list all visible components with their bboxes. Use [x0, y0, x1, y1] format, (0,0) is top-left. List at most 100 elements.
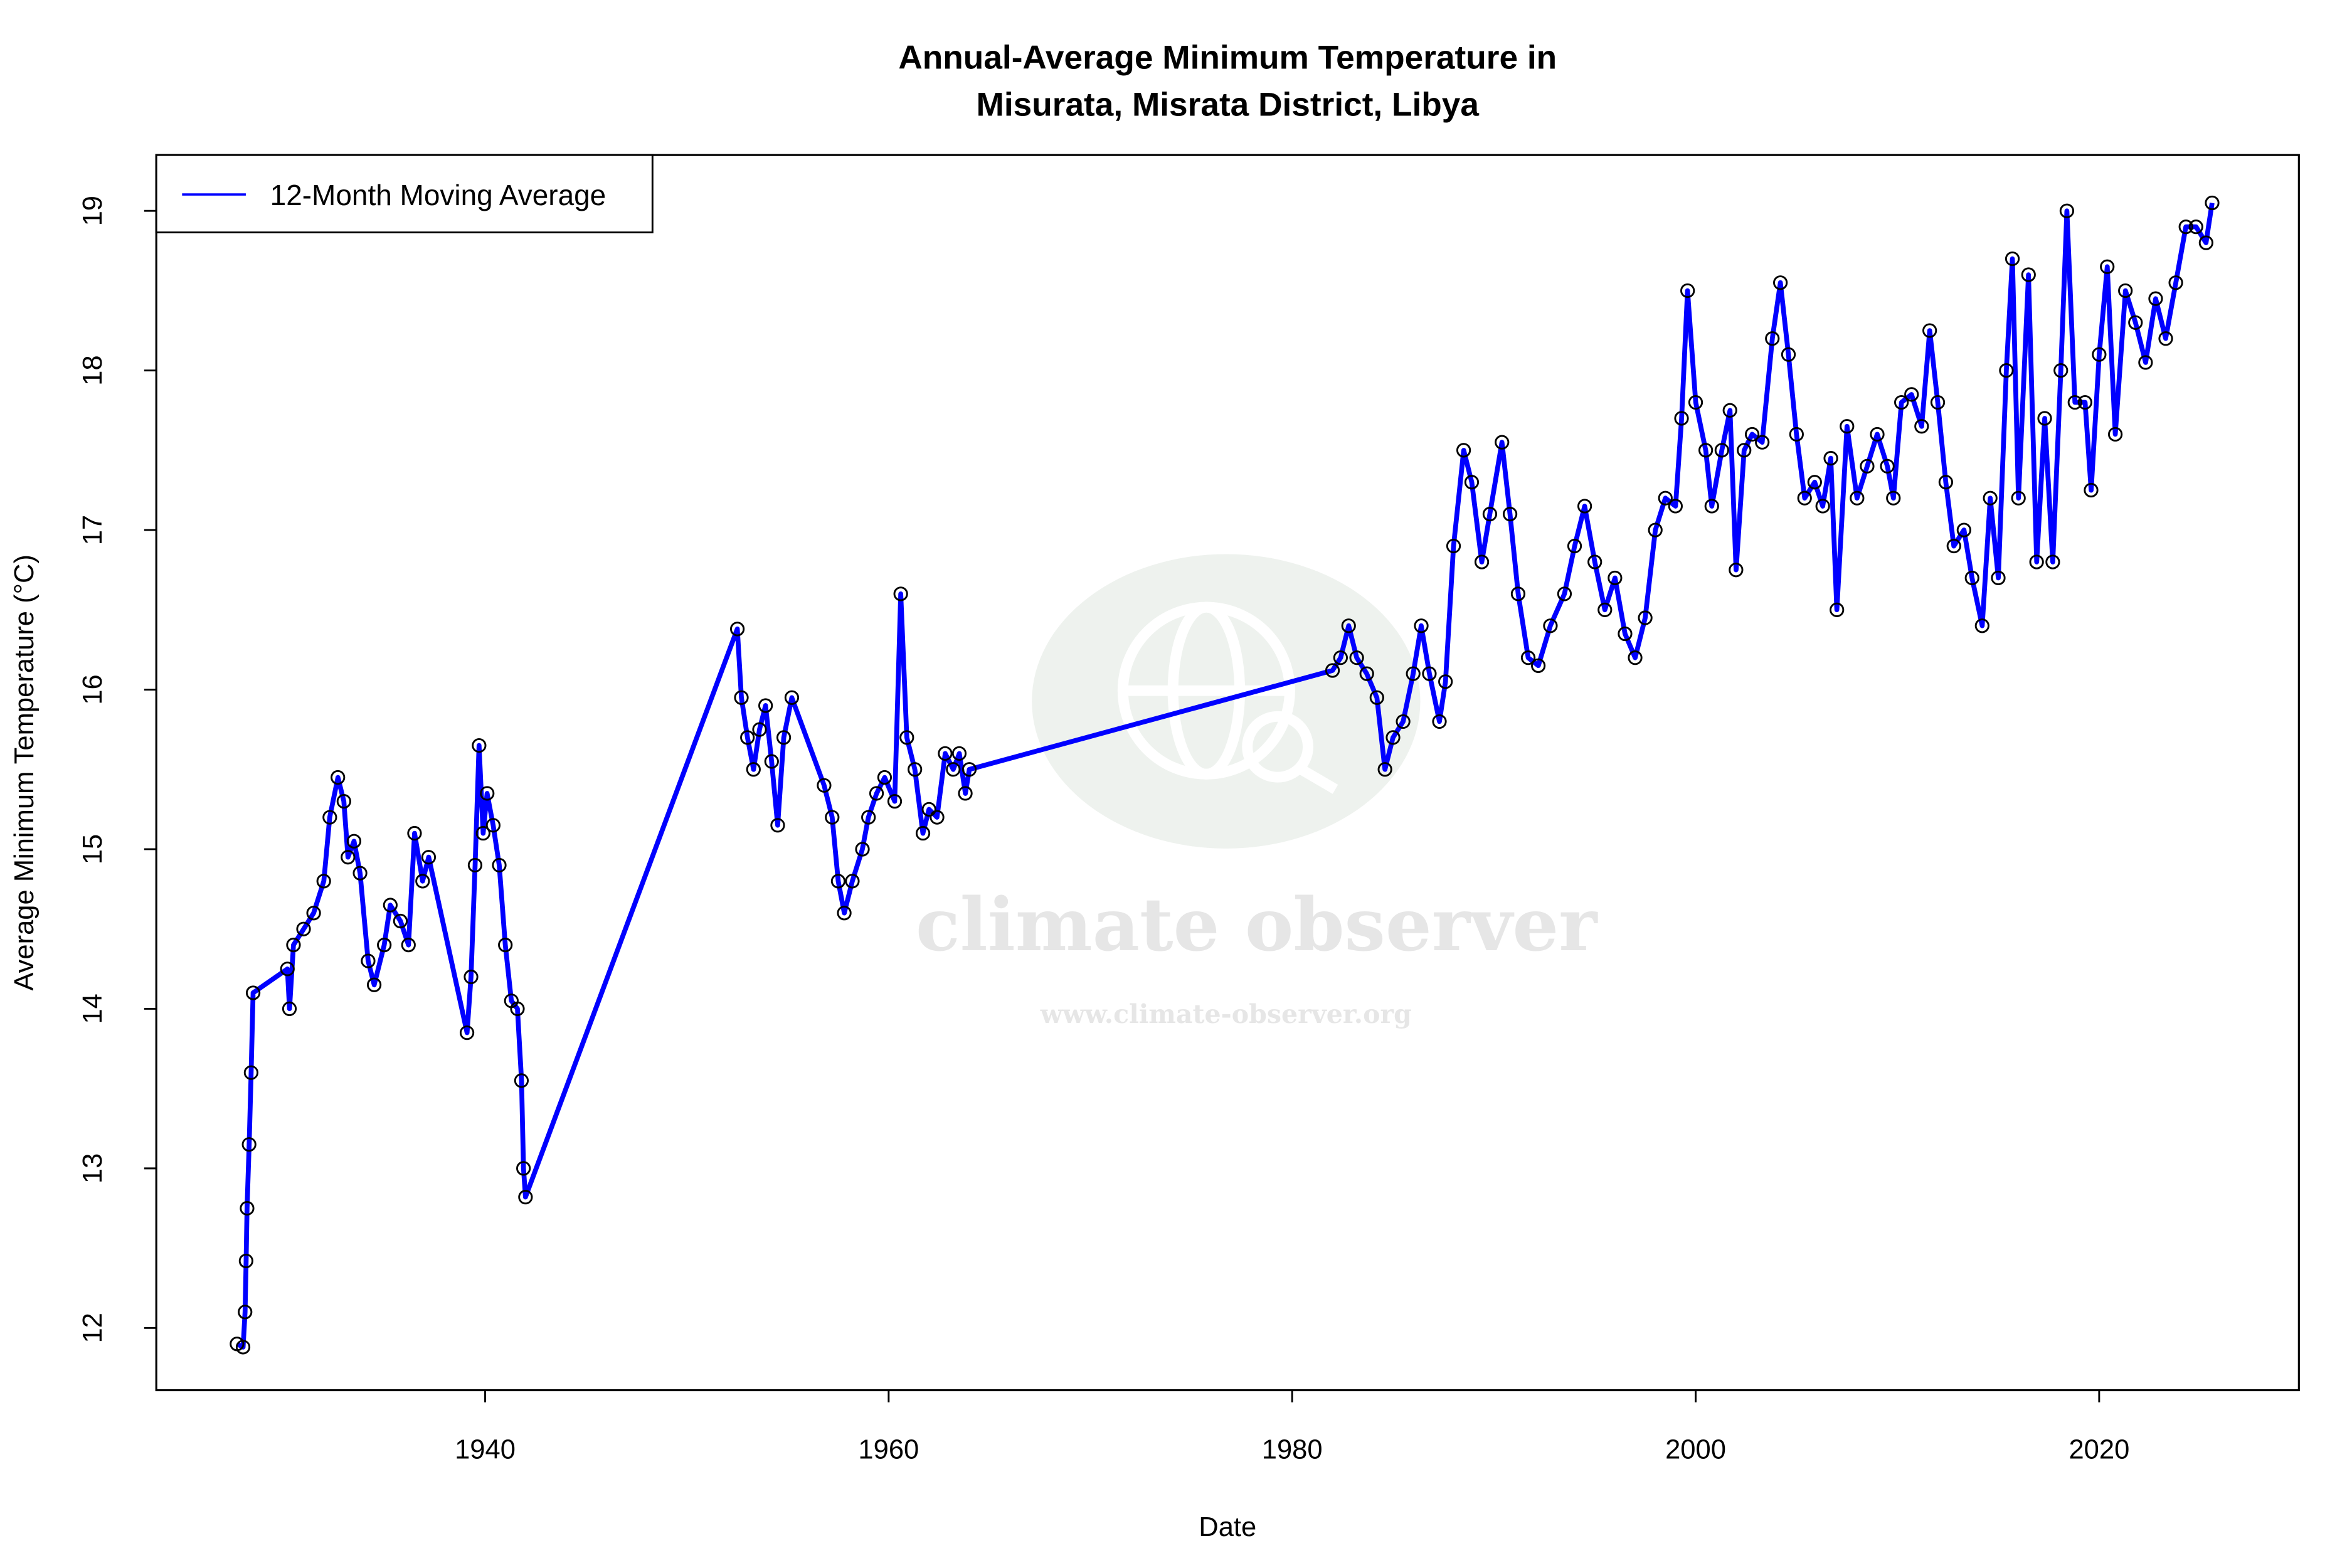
- data-point: [930, 810, 945, 825]
- data-point: [2205, 195, 2220, 211]
- data-point: [510, 1001, 525, 1017]
- data-point: [1349, 650, 1364, 665]
- data-point: [1765, 331, 1780, 346]
- x-tick-label: 1980: [1262, 1434, 1323, 1465]
- data-point: [734, 690, 749, 705]
- data-point: [899, 730, 914, 745]
- data-point: [240, 1200, 255, 1216]
- data-point: [869, 786, 884, 801]
- chart-title: Annual-Average Minimum Temperature in: [898, 39, 1557, 76]
- data-point: [1674, 411, 1689, 426]
- data-point: [336, 794, 351, 809]
- data-point: [784, 690, 800, 705]
- data-point: [1860, 458, 1875, 474]
- data-point: [825, 810, 840, 825]
- data-point: [1983, 490, 1998, 506]
- data-point: [2053, 363, 2069, 378]
- data-point: [282, 1001, 297, 1017]
- data-point: [1886, 490, 1901, 506]
- data-point: [1870, 426, 1885, 442]
- globe-search-icon: [1117, 601, 1338, 794]
- data-point: [1850, 490, 1865, 506]
- data-point: [1789, 426, 1804, 442]
- data-point: [1359, 666, 1374, 681]
- data-point: [845, 874, 860, 889]
- axes: 1940 1960 1980 2000 2020 12 13 14 15 16 17 18 19: [78, 196, 2129, 1465]
- data-point: [1737, 443, 1752, 458]
- data-point: [1688, 395, 1703, 410]
- data-point: [459, 1025, 475, 1041]
- data-point: [764, 754, 779, 769]
- series-line: [236, 203, 2215, 1350]
- data-point: [1815, 499, 1830, 514]
- data-point: [243, 1065, 258, 1080]
- data-point: [1567, 538, 1582, 554]
- data-point: [2092, 347, 2107, 362]
- data-point: [1618, 626, 1633, 642]
- data-point: [286, 938, 301, 953]
- y-tick-label: 14: [78, 993, 108, 1024]
- data-point: [352, 866, 368, 881]
- watermark-url: www.climate-observer.org: [1040, 999, 1412, 1029]
- data-point: [2067, 395, 2082, 410]
- data-point: [341, 850, 356, 865]
- data-point: [467, 857, 483, 873]
- data-point: [2138, 355, 2153, 370]
- data-point: [2198, 235, 2213, 250]
- data-point: [1956, 522, 1971, 538]
- data-point: [1432, 714, 1447, 729]
- data-point: [2188, 220, 2203, 235]
- data-point: [280, 961, 295, 977]
- data-point: [407, 825, 422, 841]
- data-point: [1543, 618, 1558, 633]
- data-point: [516, 1161, 531, 1176]
- y-tick-label: 15: [78, 834, 108, 864]
- x-tick-label: 2020: [2069, 1434, 2129, 1465]
- data-point: [1325, 663, 1340, 678]
- y-tick-label: 17: [78, 515, 108, 545]
- data-point: [1658, 490, 1673, 506]
- data-point: [2168, 275, 2183, 290]
- data-point: [498, 938, 513, 953]
- data-point: [837, 906, 852, 921]
- data-point: [2037, 411, 2052, 426]
- data-point: [830, 874, 846, 889]
- data-point: [1446, 538, 1461, 554]
- data-point: [2059, 203, 2075, 218]
- data-point: [2178, 220, 2193, 235]
- data-point: [464, 969, 479, 985]
- data-point: [421, 850, 437, 865]
- data-point: [740, 730, 755, 745]
- data-point: [770, 818, 785, 833]
- data-point: [2045, 554, 2060, 569]
- data-point: [235, 1340, 251, 1355]
- data-point: [938, 746, 953, 761]
- data-point: [1414, 618, 1429, 633]
- data-point: [472, 738, 487, 753]
- legend-label: 12-Month Moving Average: [270, 179, 607, 211]
- y-tick-label: 13: [78, 1153, 108, 1184]
- data-point: [383, 898, 398, 913]
- data-point: [1377, 762, 1392, 777]
- data-point: [296, 921, 311, 936]
- data-point: [1587, 554, 1602, 569]
- data-point: [921, 802, 936, 817]
- data-point: [1722, 403, 1737, 418]
- data-point: [1930, 395, 1946, 410]
- data-point: [1668, 499, 1683, 514]
- data-point: [1438, 674, 1453, 689]
- legend: 12-Month Moving Average: [155, 154, 654, 234]
- data-point: [1964, 570, 1979, 586]
- data-point: [316, 874, 331, 889]
- data-point: [1823, 450, 1838, 466]
- data-point: [1577, 499, 1592, 514]
- watermark-brand: climate observer: [916, 882, 1598, 968]
- data-point: [758, 698, 773, 713]
- y-tick-label: 16: [78, 674, 108, 704]
- data-point: [1755, 435, 1770, 450]
- data-point: [776, 730, 792, 745]
- data-point: [1495, 435, 1510, 450]
- data-point: [1597, 602, 1613, 617]
- data-point: [1648, 522, 1663, 538]
- data-point: [1628, 650, 1643, 665]
